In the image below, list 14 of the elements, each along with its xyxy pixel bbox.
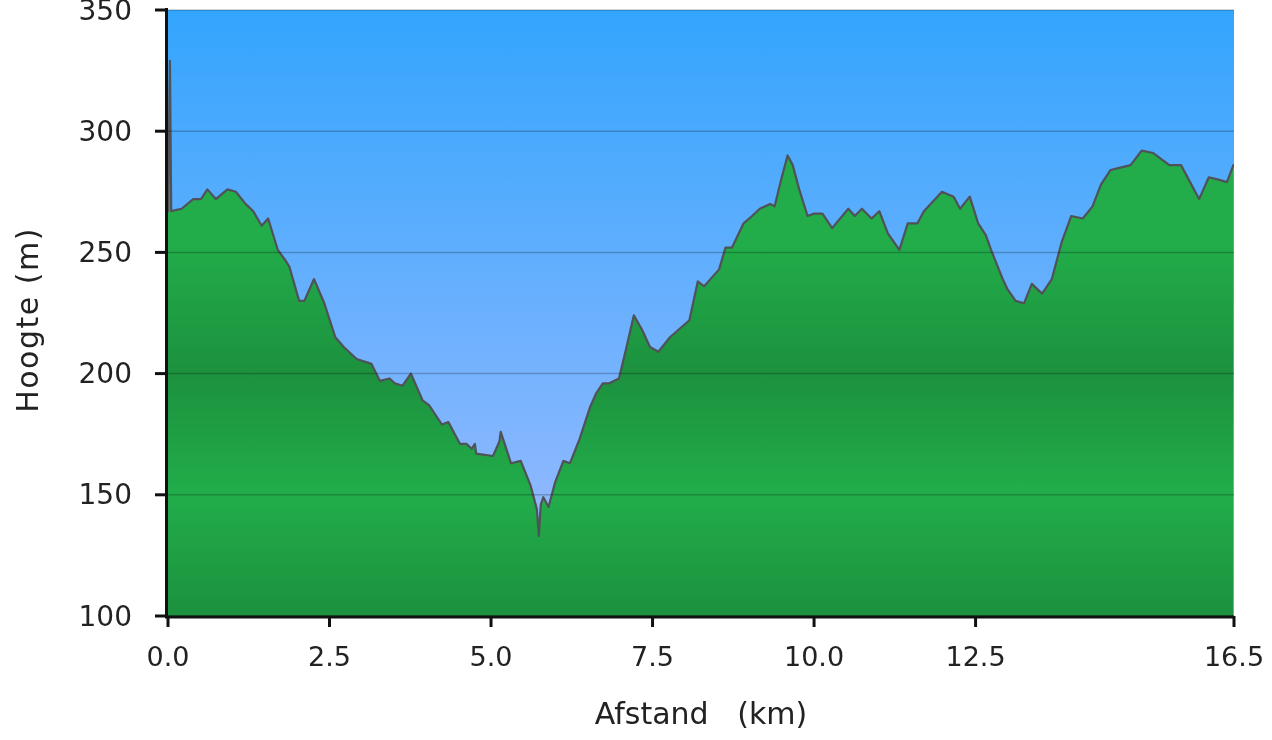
x-tick-label: 12.5 <box>945 641 1006 672</box>
x-tick-label: 16.5 <box>1203 641 1265 672</box>
y-tick-label: 300 <box>78 114 132 148</box>
y-tick-label: 250 <box>78 235 132 269</box>
y-tick-label: 200 <box>78 357 132 391</box>
x-tick-label: 5.0 <box>469 641 513 672</box>
x-tick-label: 7.5 <box>631 641 675 672</box>
x-axis-title: Afstand (km) <box>594 696 808 731</box>
y-axis-title: Hoogte (m) <box>9 227 45 413</box>
x-tick-label: 2.5 <box>308 641 351 672</box>
x-tick-label: 0.0 <box>146 641 190 672</box>
x-tick-label: 10.0 <box>784 641 845 672</box>
y-tick-label: 100 <box>78 599 132 633</box>
y-tick-label: 150 <box>78 478 132 512</box>
